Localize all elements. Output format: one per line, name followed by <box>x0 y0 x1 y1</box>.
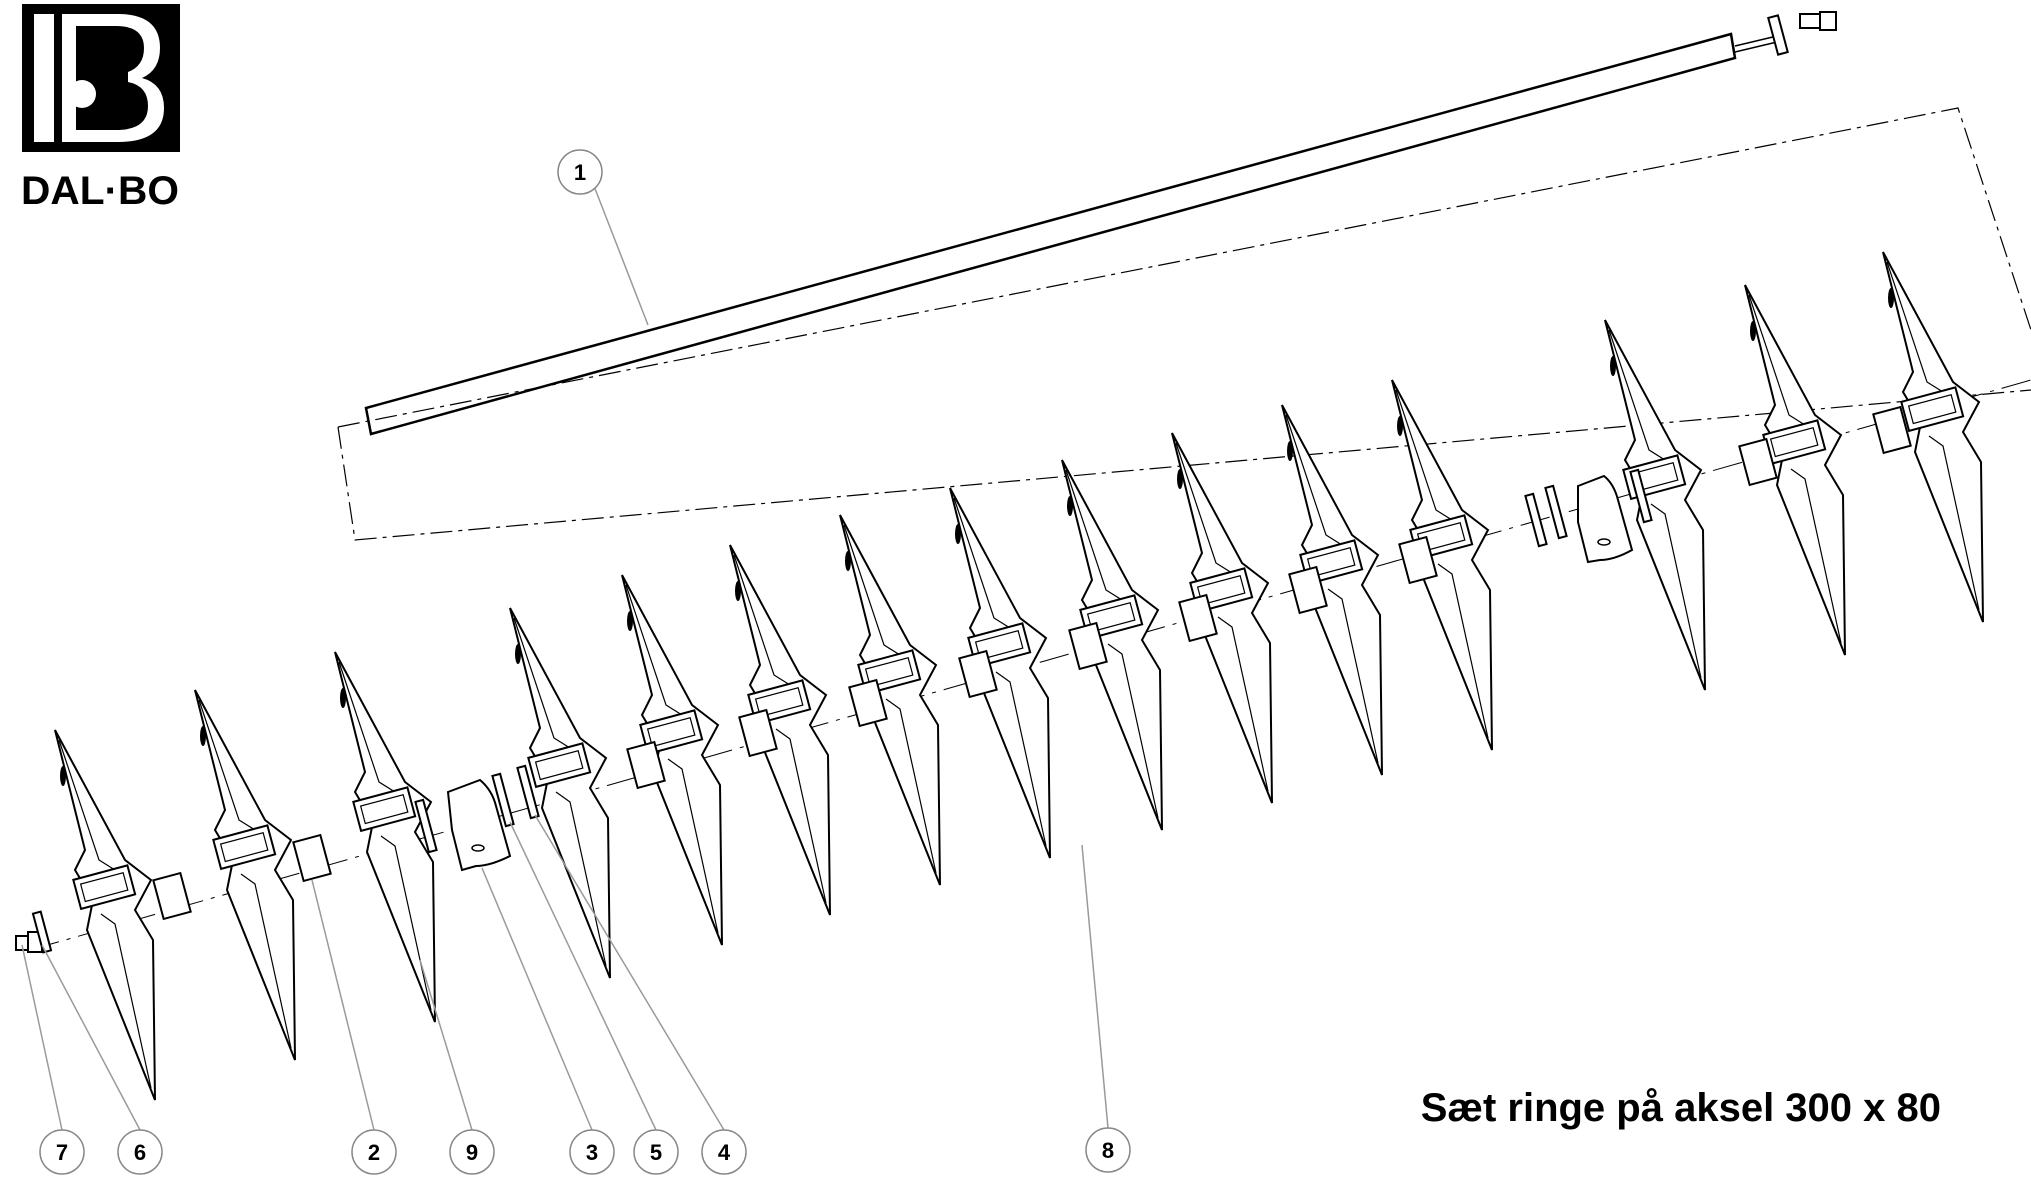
callout-bubble-7: 7 <box>39 1129 85 1175</box>
leader-line <box>1081 844 1109 1129</box>
leader-line <box>509 821 657 1131</box>
leader-lines <box>21 149 1109 1131</box>
washer <box>516 764 540 820</box>
callout-bubble-2: 2 <box>351 1129 397 1175</box>
spacer <box>1068 621 1108 671</box>
crosskill-ring <box>334 651 436 1023</box>
spacer <box>958 649 998 699</box>
leader-line <box>481 867 593 1131</box>
callout-bubble-3: 3 <box>569 1129 615 1175</box>
spacer <box>292 833 332 883</box>
leader-line <box>41 944 141 1131</box>
callout-bubble-1: 1 <box>557 149 603 195</box>
callout-bubble-9: 9 <box>449 1129 495 1175</box>
callout-number: 8 <box>1102 1138 1114 1163</box>
crosskill-rings <box>54 251 1984 1101</box>
spacer <box>1398 535 1438 585</box>
shaft-part <box>364 11 1837 436</box>
crosskill-ring <box>949 487 1051 859</box>
dalbo-logo: DAL·BO <box>21 4 180 213</box>
washer <box>1544 484 1568 540</box>
callout-bubble-8: 8 <box>1085 1127 1131 1173</box>
washer <box>1629 468 1653 524</box>
spacer <box>1178 593 1218 643</box>
leader-line <box>21 944 63 1131</box>
crosskill-ring <box>194 689 296 1061</box>
callout-number: 9 <box>466 1140 478 1165</box>
crosskill-ring <box>54 729 156 1101</box>
crosskill-ring <box>1061 459 1163 831</box>
leader-line <box>419 959 473 1131</box>
bearing-part-right <box>1577 474 1634 564</box>
crosskill-ring <box>729 544 831 916</box>
callout-number: 3 <box>586 1140 598 1165</box>
leader-line <box>311 879 375 1131</box>
leader-line <box>534 814 725 1131</box>
spacer <box>1288 565 1328 615</box>
part-callouts: 1 7 6 2 9 3 5 4 8 <box>39 149 1131 1175</box>
washer <box>414 798 438 854</box>
crosskill-ring <box>1882 251 1984 623</box>
logo-wordmark: DAL·BO <box>21 169 179 213</box>
end-washer <box>31 910 53 954</box>
callout-number: 7 <box>56 1140 68 1165</box>
spacer <box>848 678 888 728</box>
assembly-caption: Sæt ringe på aksel 300 x 80 <box>1420 1086 1941 1130</box>
crosskill-ring <box>1744 284 1846 656</box>
washer <box>1524 492 1548 548</box>
callout-bubble-6: 6 <box>117 1129 163 1175</box>
callout-number: 4 <box>718 1140 731 1165</box>
spacer <box>152 871 192 921</box>
crosskill-ring <box>509 607 611 979</box>
bearing-part <box>446 778 512 872</box>
callout-number: 2 <box>368 1140 380 1165</box>
assembly-phantom-outline-left <box>337 389 2031 541</box>
crosskill-ring <box>1171 432 1273 804</box>
callout-bubble-4: 4 <box>701 1129 747 1175</box>
callout-number: 1 <box>574 160 586 185</box>
crosskill-ring <box>621 574 723 946</box>
washer <box>491 772 515 828</box>
crosskill-ring <box>839 514 941 886</box>
callout-number: 5 <box>650 1140 662 1165</box>
spacer <box>1738 437 1778 487</box>
callout-number: 6 <box>134 1140 146 1165</box>
spacer <box>1872 405 1912 455</box>
spacer <box>738 708 778 758</box>
spacers <box>152 405 1912 921</box>
spacer <box>626 740 666 790</box>
assembly-phantom-outline <box>337 107 2031 428</box>
callout-bubble-5: 5 <box>633 1129 679 1175</box>
